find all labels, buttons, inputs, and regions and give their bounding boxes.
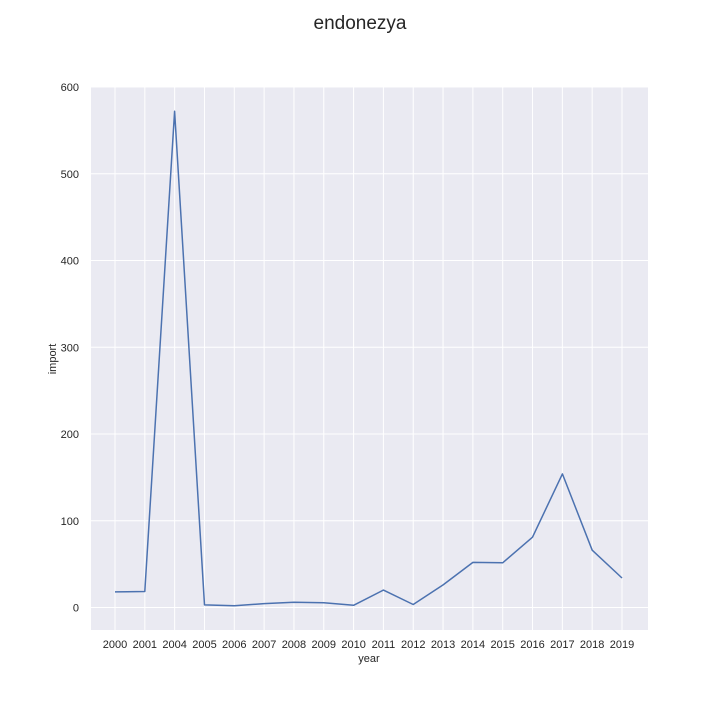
x-axis-label: year [358,653,380,665]
x-tick-label: 2008 [282,639,306,651]
y-tick-label: 400 [61,256,79,268]
x-tick-label: 2004 [162,639,186,651]
x-tick-label: 2007 [252,639,276,651]
x-tick-label: 2011 [372,639,396,651]
x-tick-label: 2019 [610,639,634,651]
x-tick-labels: 2000 2001 2004 2005 2006 2007 2008 2009 2010 2011… [103,639,634,651]
x-tick-label: 2017 [550,639,574,651]
y-tick-labels: 0 100 200 300 400 500 600 [61,82,79,615]
x-tick-label: 2013 [431,639,455,651]
x-tick-label: 2000 [103,639,127,651]
x-tick-label: 2001 [133,639,157,651]
x-tick-label: 2006 [222,639,246,651]
x-tick-label: 2012 [401,639,425,651]
y-tick-label: 600 [61,82,79,94]
x-tick-label: 2015 [490,639,514,651]
x-tick-label: 2009 [312,639,336,651]
y-tick-label: 100 [61,516,79,528]
y-axis-label: import [47,344,59,375]
y-tick-label: 0 [73,603,79,615]
x-tick-label: 2005 [192,639,216,651]
x-tick-label: 2010 [341,639,365,651]
y-tick-label: 500 [61,169,79,181]
x-tick-label: 2016 [520,639,544,651]
y-tick-label: 200 [61,429,79,441]
x-tick-label: 2014 [461,639,485,651]
chart-title: endonezya [314,13,407,34]
y-tick-label: 300 [61,342,79,354]
x-tick-label: 2018 [580,639,604,651]
